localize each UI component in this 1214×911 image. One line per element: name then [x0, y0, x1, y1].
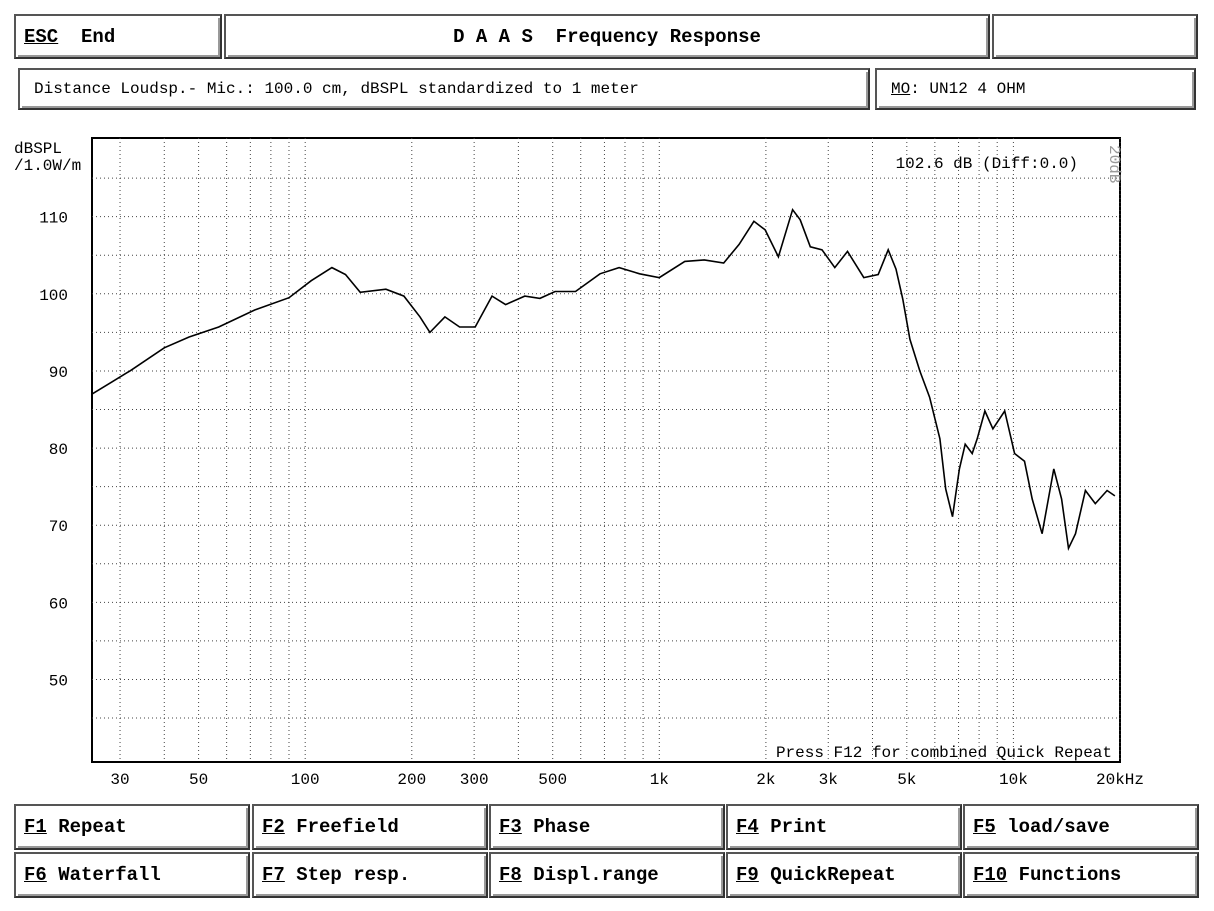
function-key[interactable]: F10 Functions: [963, 852, 1199, 898]
distance-box: Distance Loudsp.- Mic.: 100.0 cm, dBSPL …: [18, 68, 870, 110]
key-name: F5: [973, 816, 996, 838]
key-name: F10: [973, 864, 1008, 886]
esc-key: ESC: [24, 25, 59, 48]
x-tick-label: 200: [397, 771, 426, 789]
key-label: QuickRepeat: [758, 864, 896, 886]
distance-text: Distance Loudsp.- Mic.: 100.0 cm, dBSPL …: [34, 80, 639, 98]
function-key[interactable]: F9 QuickRepeat: [726, 852, 962, 898]
x-tick-label: 3k: [819, 771, 838, 789]
y-axis-label: /1.0W/m: [14, 157, 81, 175]
function-key[interactable]: F1 Repeat: [14, 804, 250, 850]
function-key[interactable]: F8 Displ.range: [489, 852, 725, 898]
x-tick-label: 20kHz: [1096, 771, 1144, 789]
key-label: Functions: [1007, 864, 1122, 886]
hint-annotation: Press F12 for combined Quick Repeat: [776, 744, 1112, 762]
blank-box: [992, 14, 1198, 59]
y-tick-label: 70: [49, 518, 68, 536]
x-tick-label: 30: [110, 771, 129, 789]
x-tick-label: 300: [460, 771, 489, 789]
key-label: Step resp.: [284, 864, 411, 886]
esc-button[interactable]: ESC End: [14, 14, 222, 59]
y-tick-label: 50: [49, 672, 68, 690]
x-tick-label: 5k: [897, 771, 916, 789]
chart: 50 60 70 80 90 100 110 30 50 100 200 300 500 1k 2k 3k 5k…: [14, 137, 1144, 789]
plot-frame: [91, 137, 1121, 763]
esc-label: End: [81, 25, 116, 48]
y-tick-label: 100: [39, 287, 68, 305]
y-tick-label: 80: [49, 441, 68, 459]
function-key[interactable]: F5 load/save: [963, 804, 1199, 850]
y-tick-label: 90: [49, 364, 68, 382]
x-tick-label: 100: [291, 771, 320, 789]
key-name: F9: [736, 864, 759, 886]
x-tick-label: 500: [538, 771, 567, 789]
function-key[interactable]: F7 Step resp.: [252, 852, 488, 898]
range-annotation: 20dB: [1105, 145, 1123, 183]
key-label: Phase: [521, 816, 591, 838]
model-box: MO: UN12 4 OHM: [875, 68, 1196, 110]
y-tick-label: 60: [49, 595, 68, 613]
model-label: : UN12 4 OHM: [910, 80, 1026, 98]
key-name: F7: [262, 864, 285, 886]
key-label: Waterfall: [46, 864, 161, 886]
title-bar: D A A S Frequency Response: [224, 14, 990, 59]
key-label: Repeat: [46, 816, 127, 838]
y-axis-label: dBSPL: [14, 140, 62, 158]
level-annotation: 102.6 dB (Diff:0.0): [896, 155, 1078, 173]
key-label: Print: [758, 816, 828, 838]
title: D A A S Frequency Response: [453, 25, 761, 48]
x-tick-label: 10k: [999, 771, 1028, 789]
function-key[interactable]: F2 Freefield: [252, 804, 488, 850]
function-key[interactable]: F3 Phase: [489, 804, 725, 850]
model-key: MO: [891, 80, 911, 98]
key-name: F1: [24, 816, 47, 838]
key-name: F2: [262, 816, 285, 838]
response-curve: [91, 207, 1116, 552]
key-name: F4: [736, 816, 759, 838]
x-tick-label: 50: [189, 771, 208, 789]
key-name: F6: [24, 864, 47, 886]
key-label: load/save: [995, 816, 1110, 838]
x-tick-label: 1k: [650, 771, 669, 789]
x-tick-label: 2k: [756, 771, 775, 789]
key-name: F3: [499, 816, 522, 838]
function-key[interactable]: F4 Print: [726, 804, 962, 850]
function-key[interactable]: F6 Waterfall: [14, 852, 250, 898]
key-label: Freefield: [284, 816, 399, 838]
key-label: Displ.range: [521, 864, 659, 886]
key-name: F8: [499, 864, 522, 886]
y-tick-label: 110: [39, 210, 68, 228]
